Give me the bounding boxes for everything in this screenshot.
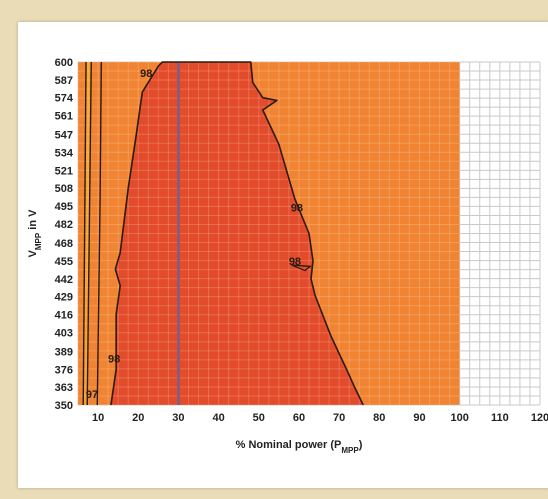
x-tick-label: 100 (450, 412, 468, 424)
contour-label-98: 98 (140, 68, 152, 80)
x-tick-label: 20 (132, 412, 144, 424)
y-tick-label: 376 (55, 364, 73, 376)
y-tick-label: 495 (55, 201, 73, 213)
y-tick-label: 389 (55, 346, 73, 358)
contour-97-line-outer (96, 61, 103, 406)
y-tick-label: 442 (55, 274, 73, 286)
fill-layer (78, 62, 460, 405)
contour-98-loop (291, 264, 312, 272)
y-tick-label: 574 (55, 93, 74, 105)
y-tick-label: 468 (55, 238, 73, 250)
contour-label-97: 97 (86, 389, 98, 401)
contour-98-line (110, 61, 364, 406)
contour-label-98: 98 (108, 353, 120, 365)
y-tick-label: 587 (55, 75, 73, 87)
y-tick-label: 521 (55, 165, 73, 177)
y-tick-label: 547 (55, 130, 73, 142)
y-tick-label: 350 (55, 400, 73, 412)
x-tick-label: 70 (333, 412, 345, 424)
y-tick-label: 416 (55, 309, 73, 321)
region-97-band (83, 62, 92, 405)
x-axis-label: % Nominal power (PMPP) (236, 439, 363, 455)
x-tick-label: 40 (212, 412, 224, 424)
y-tick-label: 482 (55, 219, 73, 231)
y-tick-label: 561 (55, 111, 73, 123)
y-tick-label: 508 (55, 183, 73, 195)
x-tick-label: 80 (373, 412, 385, 424)
contour-97-line-left (82, 61, 87, 406)
y-tick-label: 429 (55, 292, 73, 304)
y-tick-label: 600 (55, 57, 73, 69)
grid-overlay-layer (77, 61, 461, 406)
contour-label-98: 98 (291, 202, 303, 214)
contour-label-layer: 98 98 98 98 97 (86, 68, 303, 401)
x-tick-label: 90 (413, 412, 425, 424)
chart-card: 98 98 98 98 97 350 363 376 389 403 416 429 442 455 46… (18, 22, 548, 488)
x-tick-label: 50 (253, 412, 265, 424)
x-tick-label: 60 (293, 412, 305, 424)
y-tick-label: 534 (55, 148, 74, 160)
x-tick-label: 110 (491, 412, 509, 424)
y-axis-label: VMPP in V (27, 209, 43, 258)
y-tick-label: 403 (55, 327, 73, 339)
x-tick-label: 120 (531, 412, 548, 424)
contour-line-layer (82, 61, 364, 406)
y-tick-label: 455 (55, 256, 73, 268)
contour-97-line-right (86, 61, 92, 406)
y-tick-label: 363 (55, 382, 73, 394)
x-tick-label: 10 (92, 412, 104, 424)
region-98 (110, 62, 364, 405)
efficiency-contour-chart: 98 98 98 98 97 350 363 376 389 403 416 429 442 455 46… (27, 57, 548, 455)
contour-label-98: 98 (289, 256, 301, 268)
x-tick-label: 30 (172, 412, 184, 424)
axis-layer: 350 363 376 389 403 416 429 442 455 468 482 495 508 5… (55, 57, 548, 424)
